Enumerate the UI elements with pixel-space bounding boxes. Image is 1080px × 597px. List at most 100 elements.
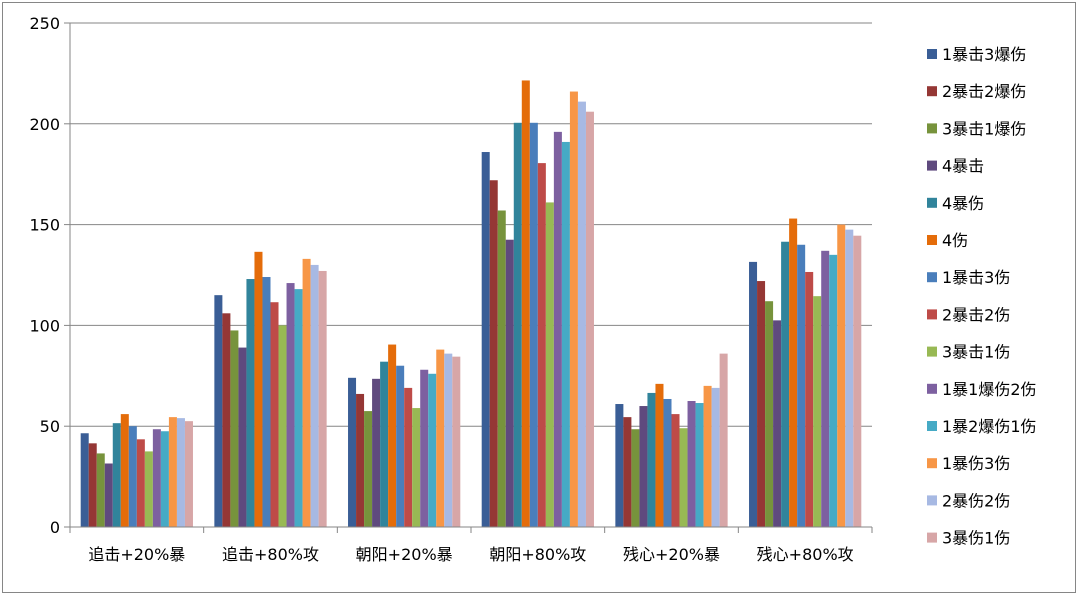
bar bbox=[695, 403, 704, 527]
legend-swatch bbox=[927, 495, 937, 506]
bar bbox=[481, 152, 490, 528]
bar bbox=[623, 417, 632, 527]
bar bbox=[104, 463, 113, 527]
bar bbox=[647, 392, 656, 527]
legend-swatch bbox=[927, 197, 937, 208]
bar bbox=[797, 244, 806, 527]
bar bbox=[615, 404, 624, 527]
bar bbox=[845, 229, 854, 527]
legend-label: 2暴击2爆伤 bbox=[942, 82, 1026, 101]
bar bbox=[781, 241, 790, 527]
bar bbox=[254, 251, 263, 528]
bar bbox=[230, 330, 239, 527]
bar bbox=[749, 261, 758, 527]
y-tick-label: 0 bbox=[50, 518, 60, 537]
bar bbox=[176, 418, 185, 527]
bar bbox=[505, 239, 514, 527]
y-tick-label: 150 bbox=[29, 216, 60, 235]
bar bbox=[270, 302, 279, 527]
bar bbox=[168, 417, 177, 527]
bar bbox=[396, 365, 405, 527]
bar bbox=[757, 281, 766, 527]
bar bbox=[286, 283, 295, 527]
bar bbox=[513, 122, 522, 528]
bar bbox=[184, 421, 193, 527]
bar bbox=[436, 349, 445, 527]
bar bbox=[144, 451, 153, 527]
bar bbox=[829, 254, 838, 527]
bar bbox=[663, 398, 672, 527]
legend: 1暴击3爆伤 2暴击2爆伤 3暴击1爆伤 4暴击 4暴伤 4伤 1暴击3伤 2暴击2伤 3暴击1… bbox=[927, 45, 1037, 548]
bar bbox=[88, 443, 97, 527]
bars bbox=[80, 80, 862, 528]
legend-label: 3暴击1伤 bbox=[942, 343, 1010, 362]
bar bbox=[655, 383, 664, 527]
legend-label: 2暴伤2伤 bbox=[942, 491, 1010, 510]
bar bbox=[356, 393, 365, 527]
legend-swatch bbox=[927, 421, 937, 431]
bar bbox=[246, 279, 255, 527]
bar bbox=[404, 387, 413, 527]
bar bbox=[96, 453, 105, 527]
bar bbox=[703, 385, 712, 527]
legend-swatch bbox=[927, 458, 937, 469]
bar bbox=[238, 347, 247, 527]
bar bbox=[364, 411, 373, 527]
bar bbox=[765, 301, 774, 527]
bar bbox=[545, 202, 554, 527]
bar bbox=[302, 258, 311, 527]
bar bbox=[821, 250, 830, 528]
bar bbox=[585, 111, 594, 527]
bar bbox=[813, 296, 822, 527]
legend-label: 4伤 bbox=[942, 231, 968, 250]
bar bbox=[80, 433, 89, 527]
gridlines bbox=[70, 22, 872, 427]
x-category-labels: 追击+20%暴 追击+80%攻 朝阳+20%暴 朝阳+80%攻 残心+20%暴 残心+80… bbox=[88, 545, 853, 564]
bar bbox=[318, 270, 327, 527]
legend-label: 1暴伤3伤 bbox=[942, 454, 1010, 473]
legend-label: 1暴击3爆伤 bbox=[942, 45, 1026, 64]
bar bbox=[388, 344, 397, 527]
legend-swatch bbox=[927, 86, 937, 97]
bar bbox=[631, 429, 640, 527]
y-tick-label: 50 bbox=[40, 417, 60, 436]
bar bbox=[452, 356, 461, 527]
x-category-label: 追击+80%攻 bbox=[222, 545, 319, 564]
bar bbox=[719, 353, 728, 527]
bar bbox=[428, 373, 437, 527]
bar bbox=[687, 401, 696, 527]
bar bbox=[805, 271, 814, 527]
bar bbox=[222, 313, 231, 527]
legend-label: 4暴击 bbox=[942, 157, 984, 176]
legend-swatch bbox=[927, 346, 937, 357]
bar bbox=[412, 408, 421, 527]
bar bbox=[639, 406, 648, 527]
legend-swatch bbox=[927, 383, 937, 394]
bar bbox=[420, 369, 429, 527]
y-tick-label: 100 bbox=[29, 316, 60, 335]
bar bbox=[537, 163, 546, 527]
x-category-label: 朝阳+20%暴 bbox=[356, 545, 453, 564]
bar bbox=[837, 224, 846, 527]
legend-label: 1暴1爆伤2伤 bbox=[942, 380, 1037, 399]
bar bbox=[497, 210, 506, 527]
legend-swatch bbox=[927, 160, 937, 171]
bar bbox=[569, 91, 578, 527]
bar bbox=[214, 295, 223, 527]
bar bbox=[278, 325, 287, 527]
legend-swatch bbox=[927, 272, 937, 283]
bar bbox=[380, 361, 389, 527]
bar bbox=[112, 423, 121, 527]
legend-label: 3暴伤1伤 bbox=[942, 529, 1010, 548]
y-tick-label: 250 bbox=[29, 14, 60, 33]
legend-swatch bbox=[927, 49, 937, 59]
bar bbox=[152, 429, 161, 527]
bar bbox=[711, 387, 720, 527]
bar bbox=[128, 426, 137, 527]
legend-label: 4暴伤 bbox=[942, 194, 984, 213]
bar bbox=[773, 320, 782, 527]
bar bbox=[160, 431, 169, 527]
bar bbox=[671, 414, 680, 527]
bar bbox=[853, 235, 862, 528]
